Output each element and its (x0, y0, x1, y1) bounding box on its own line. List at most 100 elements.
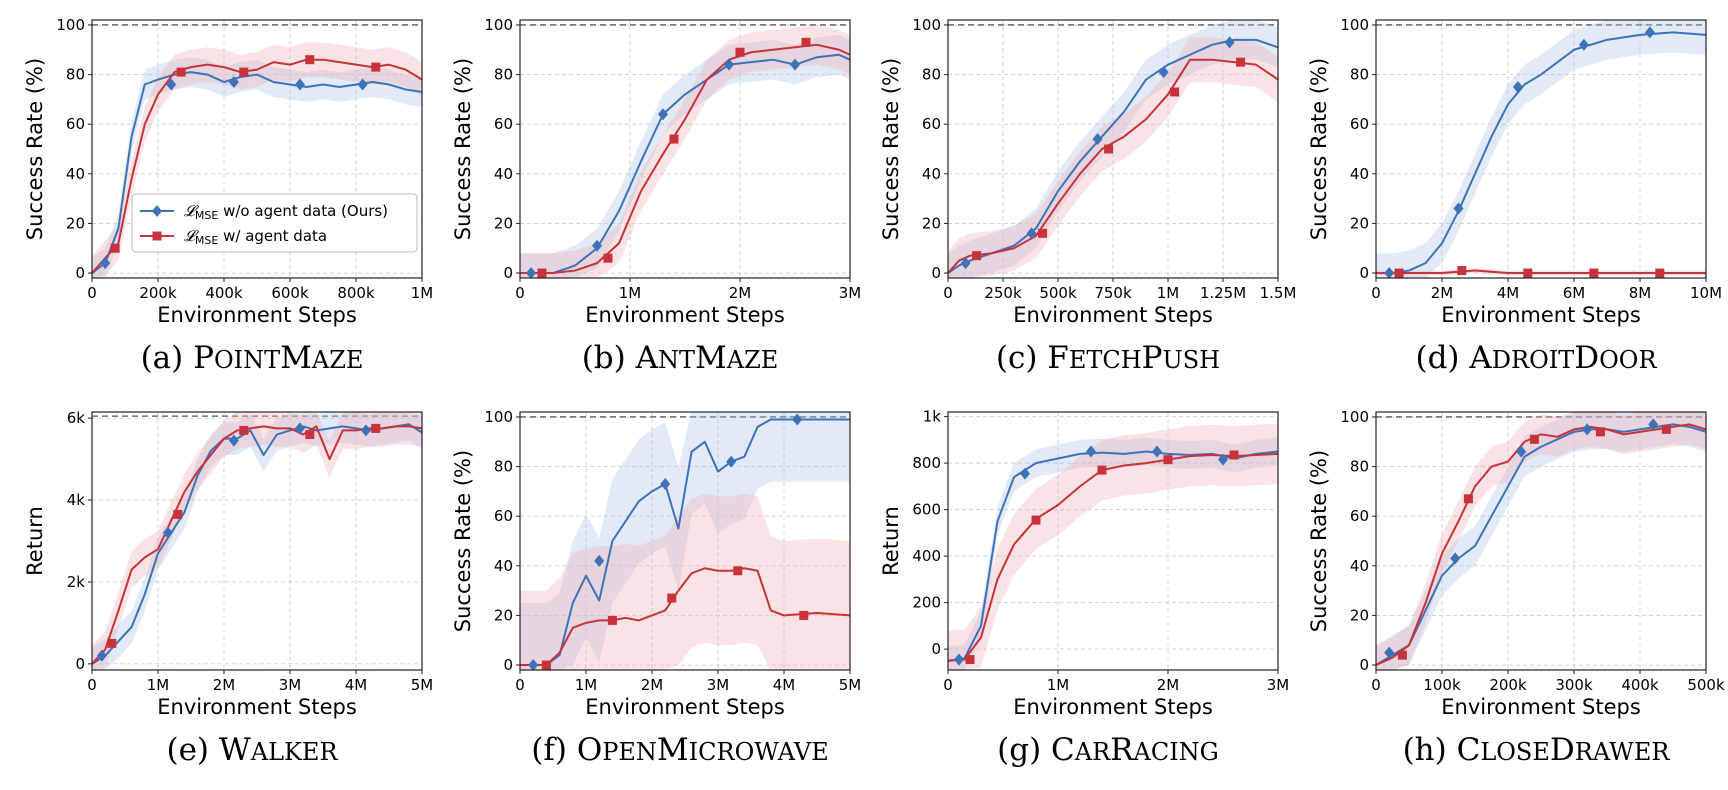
marker-square (173, 509, 183, 519)
y-tick-label: 80 (922, 66, 941, 84)
marker-diamond (526, 267, 536, 280)
y-tick-label: 40 (922, 165, 941, 183)
y-tick-label: 40 (494, 165, 513, 183)
marker-square (239, 425, 249, 435)
marker-diamond (294, 78, 305, 91)
marker-diamond (294, 422, 305, 435)
x-tick-label: 200k (1489, 676, 1527, 694)
plot-frame (947, 411, 1279, 671)
x-axis-label: Environment Steps (1441, 695, 1641, 719)
y-tick-label: 0 (1359, 656, 1369, 674)
x-tick-label: 0 (1371, 284, 1381, 302)
y-tick-label: 40 (66, 165, 85, 183)
marker-diamond (594, 554, 605, 567)
y-tick-label: 60 (1350, 115, 1369, 133)
band-agent (92, 42, 422, 279)
panel-caption: (h) CLOSEDRAWER (1403, 732, 1671, 768)
y-tick-label: 60 (494, 115, 513, 133)
marker-diamond (1512, 80, 1523, 93)
marker-square (371, 62, 381, 72)
marker-square (305, 55, 315, 65)
y-tick-label: 0 (503, 264, 513, 282)
marker-diamond (1384, 267, 1395, 280)
x-tick-label: 300k (1555, 676, 1593, 694)
marker-diamond (1384, 646, 1395, 659)
marker-diamond (1648, 418, 1659, 431)
band-agent (92, 412, 422, 670)
x-axis-label: Environment Steps (1013, 695, 1213, 719)
x-tick-label: 5M (411, 676, 434, 694)
x-tick-label: 500k (1039, 284, 1077, 302)
plot-frame (1375, 19, 1707, 279)
y-axis-label: Success Rate (%) (451, 58, 475, 240)
plot-frame (1375, 411, 1707, 671)
plot-frame (519, 411, 851, 671)
marker-square (603, 253, 613, 263)
band-ours (92, 412, 422, 670)
marker-square (1038, 228, 1048, 238)
y-tick-label: 6k (67, 409, 86, 427)
marker-square (1523, 268, 1533, 278)
marker-square (1236, 57, 1246, 67)
panel-caption: (f) OPENMICROWAVE (531, 732, 828, 768)
y-tick-label: 80 (1350, 66, 1369, 84)
x-tick-label: 1M (619, 284, 642, 302)
marker-square (801, 37, 811, 47)
x-tick-label: 0 (87, 676, 97, 694)
x-tick-label: 4M (773, 676, 796, 694)
x-tick-label: 800k (337, 284, 375, 302)
x-tick-label: 4M (1497, 284, 1520, 302)
y-tick-label: 0 (931, 640, 941, 658)
marker-square (1589, 268, 1599, 278)
y-tick-label: 100 (912, 16, 941, 34)
marker-square (1595, 427, 1605, 437)
y-tick-label: 80 (494, 458, 513, 476)
marker-diamond (1224, 36, 1235, 49)
y-tick-label: 100 (484, 408, 513, 426)
marker-square (1097, 465, 1107, 475)
chart-panel-adroitdoor: 0 2M 4M 6M 8M 10M 0 20 40 60 80 100 Environment Step… (1307, 16, 1722, 376)
marker-diamond (100, 257, 111, 270)
y-tick-label: 100 (56, 16, 85, 34)
marker-square (176, 67, 186, 77)
chart-panel-closedrawer: 0 100k 200k 300k 400k 500k 0 20 40 60 80 100 Environ… (1307, 408, 1725, 768)
marker-square (541, 660, 551, 670)
y-tick-label: 0 (75, 264, 85, 282)
band-agent (948, 423, 1278, 670)
marker-diamond (1578, 38, 1589, 51)
legend: 𝓛MSE w/o agent data (Ours)𝓛MSE w/ agent … (131, 193, 418, 253)
plot-frame (91, 411, 423, 671)
x-tick-label: 600k (271, 284, 309, 302)
chart-panel-walker: 0 1M 2M 3M 4M 5M 0 2k 4k 6k Environment Steps Retur… (23, 409, 433, 768)
x-tick-label: 0 (943, 284, 953, 302)
x-tick-label: 10M (1690, 284, 1722, 302)
x-tick-label: 8M (1629, 284, 1652, 302)
band-ours (948, 437, 1278, 670)
marker-square (1394, 268, 1404, 278)
marker-square (1031, 515, 1041, 525)
y-tick-label: 60 (494, 507, 513, 525)
band-agent (1376, 412, 1706, 670)
y-tick-label: 0 (1359, 264, 1369, 282)
marker-diamond (1020, 467, 1030, 480)
marker-square (669, 134, 679, 144)
series-line-ours (947, 38, 1279, 274)
y-tick-label: 0 (931, 264, 941, 282)
y-tick-label: 2k (67, 573, 86, 591)
x-tick-label: 0 (87, 284, 97, 302)
band-ours (1376, 20, 1706, 278)
x-tick-label: 500k (1687, 676, 1725, 694)
marker-diamond (1516, 445, 1527, 458)
marker-diamond (1086, 445, 1096, 458)
x-tick-label: 2M (641, 676, 664, 694)
y-axis-label: Success Rate (%) (879, 58, 903, 240)
marker-square (799, 610, 809, 620)
marker-diamond (357, 78, 368, 91)
y-tick-label: 0 (503, 656, 513, 674)
x-axis-label: Environment Steps (157, 695, 357, 719)
y-tick-label: 60 (66, 115, 85, 133)
x-tick-label: 0 (1371, 676, 1381, 694)
marker-diamond (1152, 445, 1162, 458)
series-line-agent (91, 58, 423, 274)
marker-square (1529, 434, 1539, 444)
